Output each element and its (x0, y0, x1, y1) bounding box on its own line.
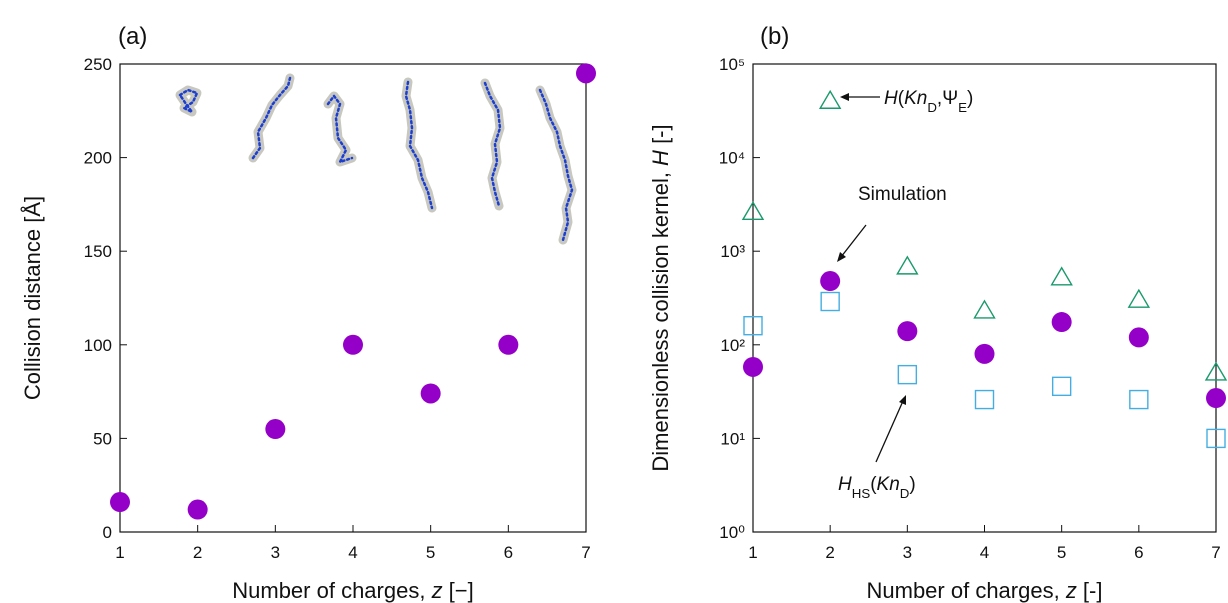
label-part: Number of charges, (232, 578, 431, 603)
label-part: ( (870, 474, 877, 495)
y-tick-label: 150 (84, 242, 112, 261)
x-tick-label: 5 (1057, 543, 1066, 562)
label-part: H (648, 150, 673, 166)
panel-title: (a) (118, 23, 147, 50)
y-tick-label: 10⁵ (719, 55, 745, 74)
point (343, 334, 363, 355)
plot-frame (752, 63, 1217, 533)
point (820, 271, 841, 292)
label-part: Collision distance [Å] (20, 196, 45, 400)
point (818, 89, 842, 109)
point (1204, 361, 1228, 381)
x-tick-label: 4 (348, 543, 357, 562)
point (1050, 266, 1073, 286)
x-tick-label: 7 (1211, 543, 1220, 562)
y-tick-label: 100 (84, 336, 112, 355)
point (897, 321, 918, 342)
label-part: D (927, 100, 937, 115)
point (820, 291, 840, 312)
label-part: Dimensionless collision kernel, (648, 166, 673, 472)
label-part: H (838, 474, 852, 495)
point (1129, 389, 1149, 410)
plot-frame (119, 63, 587, 533)
point (1128, 327, 1149, 348)
point (897, 364, 918, 385)
x-tick-label: 2 (193, 543, 202, 562)
point (741, 200, 765, 221)
point (974, 343, 995, 364)
x-tick-label: 1 (115, 543, 124, 562)
molecule-illustrations (175, 73, 577, 245)
point (187, 499, 208, 520)
x-axis-label: Number of charges, z [-] (867, 578, 1103, 603)
y-tick-label: 10¹ (720, 429, 745, 448)
x-tick-label: 5 (426, 543, 435, 562)
point (1206, 428, 1226, 449)
label-part: [-] (648, 124, 673, 150)
y-tick-label: 250 (84, 55, 112, 74)
point (1127, 288, 1151, 308)
point (265, 419, 286, 440)
series-label: HHS(KnD) (838, 474, 916, 501)
label-part: H (884, 88, 898, 109)
point (974, 389, 995, 410)
x-tick-label: 6 (1134, 543, 1143, 562)
point (498, 334, 519, 355)
label-part: ( (898, 88, 905, 109)
label-part: D (900, 486, 910, 501)
point (743, 356, 763, 377)
y-tick-label: 10⁴ (719, 149, 745, 168)
label-part: z (431, 578, 443, 603)
x-tick-label: 4 (980, 543, 989, 562)
y-tick-label: 200 (84, 149, 112, 168)
point (1206, 388, 1226, 409)
point (1051, 312, 1072, 333)
point (743, 315, 763, 336)
label-part: Kn (877, 474, 900, 495)
annotation-arrows (837, 93, 906, 463)
label-part: [−] (443, 578, 474, 603)
x-tick-label: 6 (504, 543, 513, 562)
label-part: [-] (1077, 578, 1103, 603)
x-tick-label: 7 (581, 543, 590, 562)
series-label: H(KnD,ΨE) (884, 88, 973, 115)
label-part: HS (852, 486, 871, 501)
y-tick-label: 50 (93, 429, 112, 448)
y-axis-label: Collision distance [Å] (20, 196, 45, 400)
point (973, 299, 996, 319)
label-part: ,Ψ (937, 88, 958, 109)
panel-title: (b) (760, 23, 789, 50)
point (110, 492, 130, 513)
point (576, 63, 596, 84)
label-part: Number of charges, (867, 578, 1066, 603)
label-part: z (1065, 578, 1077, 603)
y-tick-label: 10² (720, 336, 745, 355)
label-part: ) (967, 88, 973, 109)
y-tick-label: 10³ (720, 242, 745, 261)
point (420, 383, 441, 404)
label-part: Kn (904, 88, 927, 109)
label-part: Simulation (858, 184, 947, 205)
x-tick-label: 3 (903, 543, 912, 562)
x-tick-label: 3 (271, 543, 280, 562)
series-label: Simulation (858, 184, 947, 205)
point (1051, 376, 1072, 397)
x-axis-label: Number of charges, z [−] (232, 578, 474, 603)
label-part: E (958, 100, 967, 115)
y-axis-label: Dimensionless collision kernel, H [-] (648, 124, 673, 471)
x-tick-label: 1 (748, 543, 757, 562)
point (896, 255, 919, 275)
y-tick-label: 10⁰ (719, 523, 745, 542)
x-tick-label: 2 (825, 543, 834, 562)
label-part: ) (909, 474, 915, 495)
y-tick-label: 0 (103, 523, 112, 542)
